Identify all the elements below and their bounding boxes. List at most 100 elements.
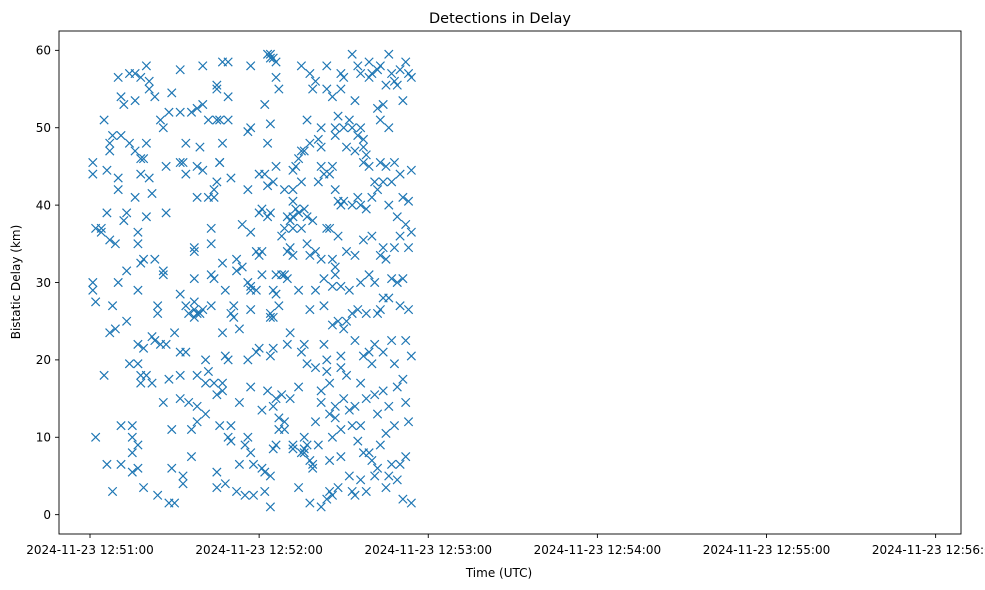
data-point <box>133 285 143 295</box>
data-point <box>316 386 326 396</box>
data-point <box>220 285 230 295</box>
data-point <box>378 386 388 396</box>
data-point <box>268 343 278 353</box>
data-point <box>355 123 366 133</box>
data-point <box>288 165 298 175</box>
y-tick-label: 40 <box>36 198 51 212</box>
data-point <box>155 115 166 125</box>
data-point <box>333 316 343 326</box>
data-point <box>167 463 177 473</box>
data-point <box>389 359 400 369</box>
data-point <box>308 463 318 473</box>
data-point <box>330 123 340 133</box>
data-point <box>344 115 354 125</box>
data-point <box>350 401 360 411</box>
data-point <box>285 328 295 338</box>
data-point <box>299 339 309 350</box>
data-point <box>327 92 338 102</box>
data-point <box>364 57 374 67</box>
data-point <box>330 270 340 280</box>
data-point <box>189 243 199 253</box>
data-point <box>212 177 222 187</box>
data-point <box>375 157 385 168</box>
data-point <box>395 65 405 75</box>
data-point <box>102 208 112 218</box>
data-point <box>248 490 259 500</box>
data-point <box>401 57 411 67</box>
data-point <box>375 61 385 71</box>
data-point <box>268 285 278 295</box>
data-point <box>330 262 340 272</box>
data-point <box>141 138 152 148</box>
data-point <box>305 68 315 79</box>
data-point <box>319 339 329 350</box>
y-tick-label: 50 <box>36 121 51 135</box>
data-point <box>237 262 247 272</box>
data-point <box>192 192 202 203</box>
data-point <box>127 421 137 431</box>
data-point <box>274 84 284 94</box>
data-point <box>158 270 168 280</box>
data-point <box>260 169 270 179</box>
data-point <box>378 99 388 110</box>
data-point <box>350 96 360 106</box>
data-point <box>138 343 149 353</box>
data-point <box>217 378 228 388</box>
data-point <box>265 471 276 481</box>
data-point <box>316 397 326 408</box>
data-point <box>398 192 408 203</box>
data-point <box>336 84 346 94</box>
data-point <box>310 362 321 373</box>
data-point <box>296 146 307 156</box>
data-point <box>308 215 318 226</box>
data-point <box>130 96 140 106</box>
data-point <box>223 57 233 67</box>
data-point <box>99 370 109 380</box>
data-point <box>88 169 98 179</box>
data-point <box>164 107 174 117</box>
data-point <box>243 185 253 195</box>
data-point <box>327 254 338 264</box>
data-point <box>130 146 140 156</box>
data-point <box>265 49 276 59</box>
data-point <box>336 451 346 462</box>
data-point <box>246 448 256 458</box>
data-point <box>386 335 397 346</box>
data-point <box>144 84 154 94</box>
data-point <box>234 324 245 334</box>
data-point <box>341 246 352 257</box>
data-point <box>350 490 360 500</box>
x-tick-label: 2024-11-23 12:52:00 <box>195 543 322 557</box>
data-point <box>147 378 157 388</box>
data-point <box>164 374 174 384</box>
data-point <box>254 343 264 353</box>
data-point <box>299 444 309 454</box>
data-point <box>206 239 216 249</box>
data-point <box>260 486 270 497</box>
data-point <box>370 177 380 187</box>
data-point <box>217 138 228 148</box>
data-point <box>153 301 163 311</box>
data-point <box>262 181 273 191</box>
data-point <box>375 440 385 450</box>
x-tick-label: 2024-11-23 12:55:00 <box>703 543 830 557</box>
data-point <box>186 424 197 435</box>
data-point <box>167 88 177 98</box>
data-point <box>299 146 309 156</box>
data-point <box>268 444 278 454</box>
data-point <box>175 157 185 168</box>
data-point <box>403 68 414 79</box>
data-point <box>246 227 256 237</box>
data-point <box>110 239 120 249</box>
data-point <box>384 471 394 481</box>
data-point <box>358 235 369 245</box>
data-point <box>268 53 278 63</box>
data-point <box>279 185 290 195</box>
data-point <box>296 177 307 187</box>
data-point <box>217 386 228 396</box>
data-point <box>316 254 326 264</box>
data-point <box>192 308 202 319</box>
data-point <box>378 347 388 357</box>
data-point <box>372 103 383 114</box>
data-point <box>296 347 307 357</box>
